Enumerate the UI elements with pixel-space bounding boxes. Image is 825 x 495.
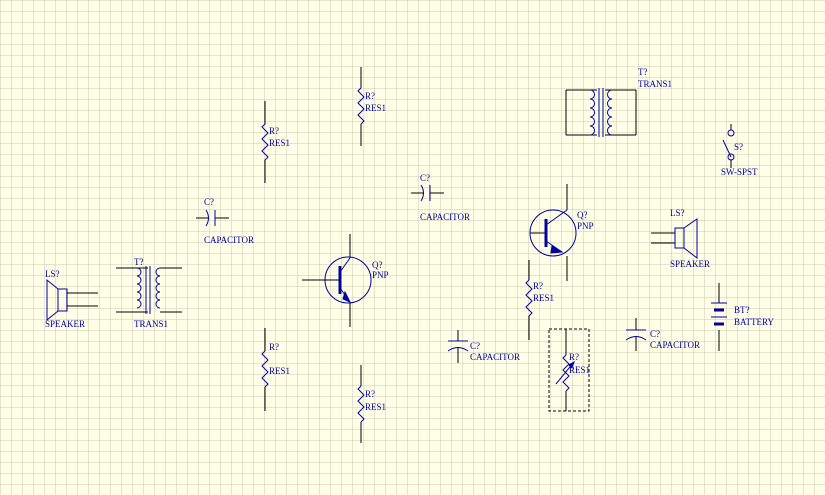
part-type-label: RES1 — [569, 365, 590, 375]
designator-label: R? — [365, 389, 375, 399]
designator-label: C? — [650, 329, 660, 339]
designator-label: C? — [420, 173, 430, 183]
part-type-label: SPEAKER — [670, 259, 710, 269]
part-type-label: BATTERY — [734, 317, 775, 327]
resistor-icon — [261, 123, 269, 161]
resistor-r-lower-b[interactable]: R? RES1 — [357, 365, 386, 443]
resistor-r-upper-b[interactable]: R? RES1 — [357, 67, 386, 146]
part-type-label: SPEAKER — [45, 319, 85, 329]
designator-label: T? — [638, 67, 648, 77]
part-type-label: TRANS1 — [638, 79, 672, 89]
designator-label: Q? — [372, 260, 383, 270]
variable-resistor-icon — [555, 354, 575, 392]
speaker-ls-left[interactable]: LS? SPEAKER — [45, 269, 98, 329]
transformer-coil-icon — [136, 266, 161, 314]
pnp-transistor-icon — [324, 256, 372, 304]
capacitor-icon — [420, 184, 431, 202]
capacitor-c-polarized-mid[interactable]: C? CAPACITOR — [447, 330, 520, 363]
designator-label: R? — [365, 91, 375, 101]
part-type-label: RES1 — [533, 293, 554, 303]
part-type-label: RES1 — [365, 402, 386, 412]
polarized-capacitor-icon — [447, 340, 469, 352]
transformer-t-left[interactable]: T? TRANS1 — [116, 257, 182, 329]
part-type-label: PNP — [577, 221, 594, 231]
part-type-label: SW-SPST — [721, 167, 758, 177]
designator-label: LS? — [670, 208, 685, 218]
designator-label: R? — [533, 281, 543, 291]
resistor-icon — [357, 87, 365, 125]
selection-box — [548, 328, 590, 412]
speaker-ls-right[interactable]: LS? SPEAKER — [651, 208, 710, 269]
resistor-icon — [261, 350, 269, 388]
part-type-label: TRANS1 — [134, 319, 168, 329]
battery-icon — [711, 302, 727, 326]
resistor-r-lower-a[interactable]: R? RES1 — [261, 328, 290, 411]
resistor-r-mid-right[interactable]: R? RES1 — [525, 260, 554, 340]
transistor-q-pnp-right[interactable]: Q? PNP — [529, 184, 594, 281]
pnp-transistor-icon — [529, 209, 577, 257]
designator-label: R? — [269, 126, 279, 136]
designator-label: C? — [204, 197, 214, 207]
part-type-label: RES1 — [269, 138, 290, 148]
part-type-label: RES1 — [365, 103, 386, 113]
designator-label: LS? — [45, 269, 60, 279]
designator-label: Q? — [577, 210, 588, 220]
resistor-icon — [525, 279, 533, 317]
resistor-r-variable-selected[interactable]: R? RES1 — [548, 328, 590, 412]
designator-label: R? — [269, 342, 279, 352]
designator-label: R? — [569, 352, 579, 362]
speaker-icon — [46, 278, 68, 322]
transformer-t-top-right[interactable]: T? TRANS1 — [565, 67, 672, 137]
battery-bt[interactable]: BT? BATTERY — [711, 283, 775, 351]
designator-label: BT? — [734, 305, 750, 315]
resistor-icon — [357, 385, 365, 423]
transistor-q-pnp-left[interactable]: Q? PNP — [302, 234, 389, 327]
switch-s-spst[interactable]: S? SW-SPST — [721, 124, 758, 177]
speaker-icon — [674, 218, 698, 260]
switch-icon — [722, 129, 735, 161]
transformer-coil-icon — [589, 88, 613, 137]
designator-label: S? — [734, 142, 743, 152]
capacitor-c-top-left[interactable]: C? CAPACITOR — [196, 197, 254, 245]
capacitor-c-polarized-right[interactable]: C? CAPACITOR — [625, 318, 700, 351]
designator-label: C? — [470, 341, 480, 351]
part-type-label: CAPACITOR — [420, 212, 470, 222]
part-type-label: CAPACITOR — [470, 352, 520, 362]
resistor-r-upper-a[interactable]: R? RES1 — [261, 101, 290, 183]
capacitor-icon — [205, 209, 216, 227]
designator-label: T? — [134, 257, 144, 267]
polarized-capacitor-icon — [625, 329, 647, 341]
part-type-label: CAPACITOR — [204, 235, 254, 245]
part-type-label: PNP — [372, 270, 389, 280]
part-type-label: RES1 — [269, 366, 290, 376]
part-type-label: CAPACITOR — [650, 340, 700, 350]
capacitor-c-top-mid[interactable]: C? CAPACITOR — [411, 173, 470, 222]
